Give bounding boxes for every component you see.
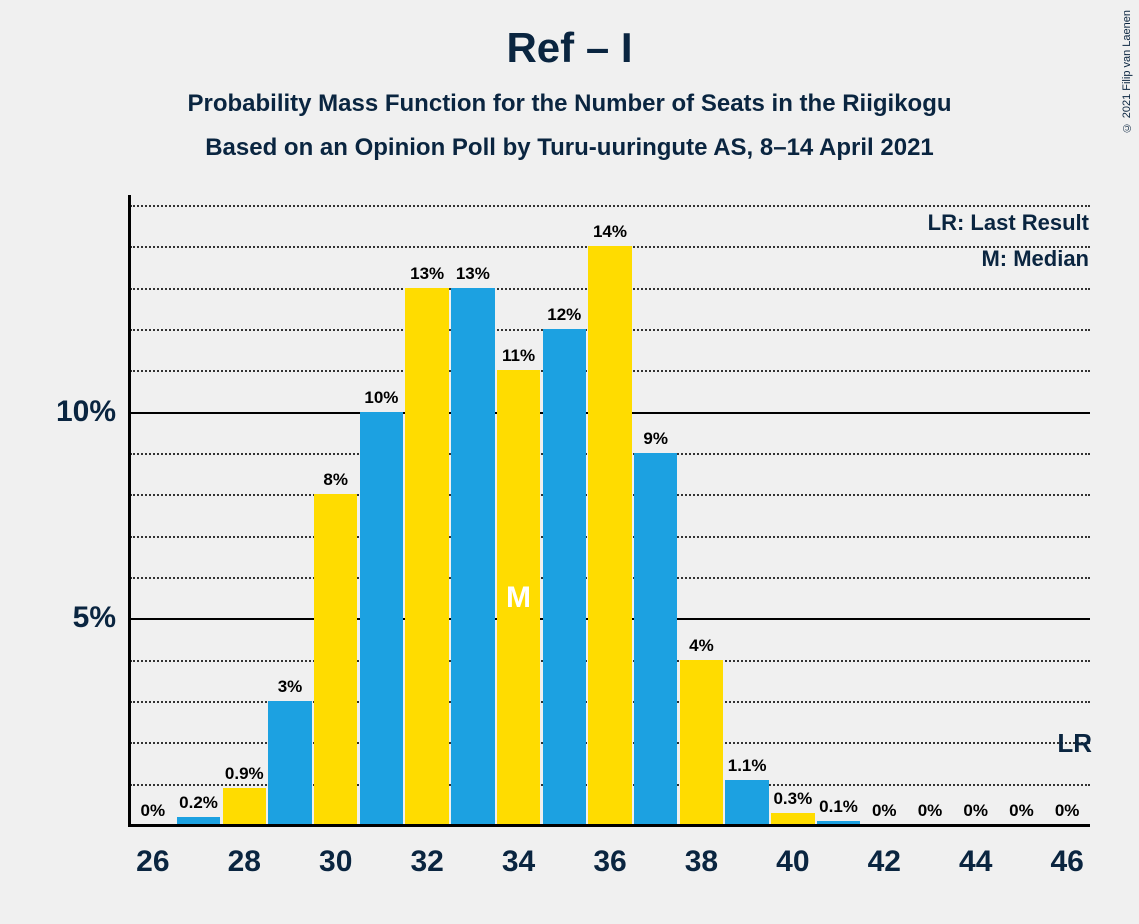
bar-value-label: 11% — [502, 346, 535, 366]
bar: 9% — [634, 453, 677, 825]
gridline-minor — [130, 205, 1090, 207]
bar: 12% — [543, 329, 586, 825]
bar-value-label: 1.1% — [728, 756, 767, 776]
bar: 0.9% — [223, 788, 266, 825]
bar: 14% — [588, 246, 631, 825]
chart-title: Ref – I — [0, 24, 1139, 72]
bar-value-label: 14% — [593, 222, 627, 242]
bar-value-label: 0% — [918, 801, 943, 821]
bar: 13% — [405, 288, 448, 825]
bar-value-label: 0% — [872, 801, 897, 821]
bar-value-label: 12% — [547, 305, 581, 325]
chart-subtitle-1: Probability Mass Function for the Number… — [0, 90, 1139, 118]
y-axis — [128, 195, 131, 825]
plot-area: 5%10%0%0.2%0.9%3%8%10%13%13%11%M12%14%9%… — [130, 205, 1090, 825]
bar: 10% — [360, 412, 403, 825]
x-tick-label: 34 — [502, 845, 535, 879]
bar: 8% — [314, 494, 357, 825]
median-marker: M — [506, 581, 531, 615]
bar-value-label: 10% — [364, 388, 398, 408]
bar-value-label: 0% — [963, 801, 988, 821]
last-result-marker: LR — [1057, 728, 1092, 759]
bar-value-label: 4% — [689, 636, 714, 656]
bar-value-label: 0.1% — [819, 797, 858, 817]
x-tick-label: 30 — [319, 845, 352, 879]
bar-value-label: 13% — [456, 264, 490, 284]
y-tick-label: 10% — [56, 395, 116, 429]
bar-value-label: 13% — [410, 264, 444, 284]
x-tick-label: 40 — [776, 845, 809, 879]
bar-value-label: 0.2% — [179, 793, 218, 813]
bar: 3% — [268, 701, 311, 825]
x-tick-label: 38 — [685, 845, 718, 879]
x-axis — [128, 824, 1090, 827]
bar-value-label: 0% — [141, 801, 166, 821]
bar-value-label: 0% — [1009, 801, 1034, 821]
chart-canvas: © 2021 Filip van Laenen Ref – I Probabil… — [0, 0, 1139, 924]
x-tick-label: 26 — [136, 845, 169, 879]
bar-value-label: 0% — [1055, 801, 1080, 821]
x-tick-label: 44 — [959, 845, 992, 879]
bar-value-label: 3% — [278, 677, 303, 697]
bar: 13% — [451, 288, 494, 825]
bar-value-label: 9% — [643, 429, 668, 449]
chart-subtitle-2: Based on an Opinion Poll by Turu-uuringu… — [0, 134, 1139, 162]
bar-value-label: 0.9% — [225, 764, 264, 784]
y-tick-label: 5% — [73, 601, 116, 635]
bar-value-label: 0.3% — [773, 789, 812, 809]
x-tick-label: 46 — [1050, 845, 1083, 879]
bar-value-label: 8% — [323, 470, 348, 490]
bar: 4% — [680, 660, 723, 825]
bar: 1.1% — [725, 780, 768, 825]
x-tick-label: 42 — [868, 845, 901, 879]
x-tick-label: 36 — [593, 845, 626, 879]
x-tick-label: 32 — [410, 845, 443, 879]
x-tick-label: 28 — [228, 845, 261, 879]
bar: 11%M — [497, 370, 540, 825]
